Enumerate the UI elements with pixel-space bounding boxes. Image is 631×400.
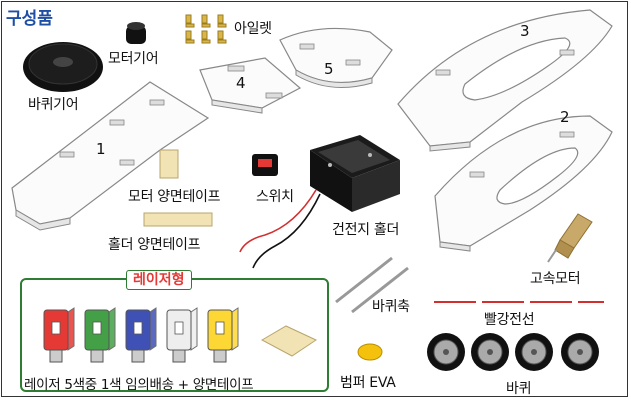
battery-holder-icon (310, 135, 400, 212)
high-speed-motor-label: 고속모터 (530, 271, 581, 287)
high-speed-motor-icon (547, 213, 593, 263)
eyelet-label: 아일렛 (234, 21, 272, 37)
part-number-2: 2 (560, 108, 570, 126)
part-3-plate (397, 9, 613, 152)
laser-modules-icon (43, 307, 239, 363)
holder-tape-icon (143, 212, 213, 227)
battery-wire-black (252, 193, 321, 269)
motor-gear-icon (126, 22, 146, 44)
laser-module-5 (207, 307, 239, 363)
battery-holder-label: 건전지 홀더 (332, 222, 400, 238)
switch-label: 스위치 (256, 189, 294, 205)
motor-gear-label: 모터기어 (108, 51, 159, 67)
wheel-gear-label: 바퀴기어 (28, 97, 79, 113)
switch-icon (252, 154, 278, 176)
axle-icon (335, 256, 409, 314)
holder-tape-label: 홀더 양면테이프 (108, 237, 201, 253)
bumper-eva-icon (357, 343, 383, 361)
laser-module-1 (43, 307, 75, 363)
laser-module-4 (166, 307, 198, 363)
part-number-3: 3 (520, 22, 530, 40)
wheel-label: 바퀴 (506, 381, 532, 397)
part-number-1: 1 (96, 140, 106, 158)
battery-wire-red (239, 189, 317, 253)
eyelet-icon (185, 14, 227, 44)
laser-module-3 (125, 307, 157, 363)
laser-caption: 레이저 5색중 1색 임의배송 + 양면테이프 (24, 377, 254, 393)
wheels-icon (427, 333, 599, 371)
page-title: 구성품 (6, 9, 53, 29)
part-number-4: 4 (236, 74, 246, 92)
bumper-eva-label: 범퍼 EVA (340, 375, 396, 391)
motor-tape-icon (159, 149, 179, 179)
axle-label: 바퀴축 (372, 299, 410, 315)
part-1-chassis (11, 81, 210, 231)
part-5-plate (279, 27, 393, 88)
laser-tape-icon (260, 325, 318, 357)
laser-type-title: 레이저형 (126, 270, 192, 290)
red-wire-label: 빨강전선 (484, 312, 535, 328)
motor-tape-label: 모터 양면테이프 (128, 189, 221, 205)
part-4-plate (199, 57, 302, 114)
part-2-plate (434, 115, 613, 252)
laser-module-2 (84, 307, 116, 363)
wheel-gear-icon (23, 42, 103, 92)
part-number-5: 5 (324, 60, 334, 78)
